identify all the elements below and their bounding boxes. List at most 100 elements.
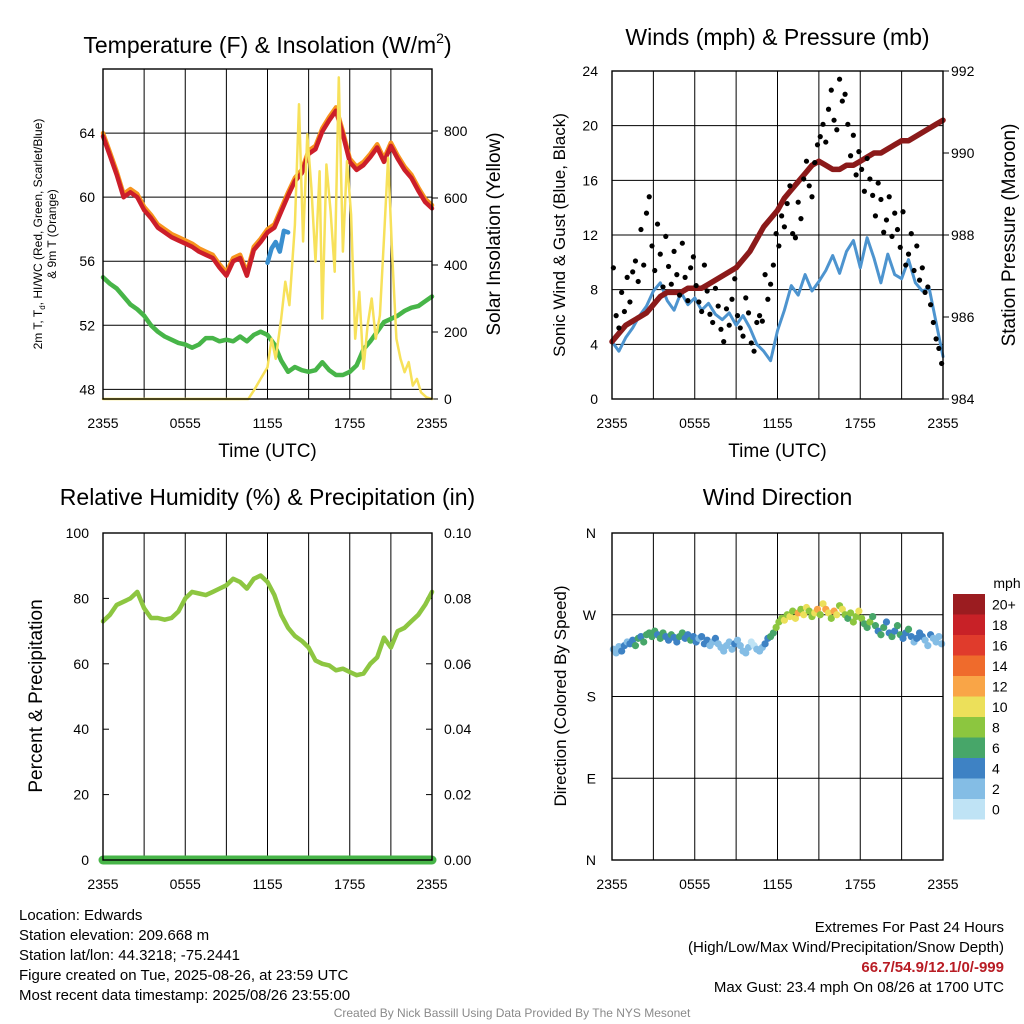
gust-point [859,166,865,172]
y-tick-label-right: 0.02 [444,787,471,803]
legend-label: 18 [992,617,1008,633]
series-line [609,117,946,345]
direction-point [786,612,794,621]
y-tick-label-left: 4 [590,336,598,352]
x-tick-label: 2355 [416,415,447,431]
gust-point [795,199,801,205]
gust-point [801,176,807,182]
gust-point [624,274,630,280]
gust-point [930,319,936,326]
gust-point [723,306,730,312]
legend-label: 4 [992,760,1000,776]
y-tick-label-right: 984 [951,391,975,407]
extremes-subtitle: (High/Low/Max Wind/Precipitation/Snow De… [688,939,1004,956]
y-tick-label-left: 100 [66,525,90,541]
gust-point [897,244,903,250]
direction-point [938,640,946,648]
chart-title: Wind Direction [703,484,853,510]
gust-point [850,132,856,138]
gust-point [936,345,942,352]
plot-border [102,532,433,861]
gust-point [831,117,837,123]
legend-swatch [953,635,985,656]
gust-point [756,313,763,319]
gust-point [779,213,785,219]
series-line [610,236,945,363]
gust-point [748,340,754,346]
gust-point [806,183,812,189]
x-axis-label: Time (UTC) [728,441,827,462]
y-tick-label-right: 990 [951,145,975,161]
direction-point [684,631,692,639]
gust-point [737,325,743,331]
direction-point [725,638,733,646]
direction-point [838,605,846,613]
gust-point [765,296,771,302]
direction-point [797,605,805,613]
gust-point [787,183,793,189]
gust-point [845,121,851,127]
y-tick-label-left: W [583,607,597,623]
gust-point [682,274,688,280]
info-latlon: Station lat/lon: 44.3218; -75.2441 [19,947,241,964]
gust-point [621,308,628,315]
x-tick-label: 0555 [170,415,201,431]
gust-point [905,251,912,257]
gust-point [922,289,928,295]
direction-point [736,642,744,650]
x-tick-label: 1755 [334,876,365,892]
direction-point [833,611,841,619]
gust-point [889,233,895,239]
gust-point [883,217,890,223]
y-axis-label-left: Direction (Colored By Speed) [551,585,570,806]
y-tick-label-right: 800 [444,123,468,139]
gust-point [820,121,826,127]
direction-point [852,612,860,621]
direction-point [618,647,626,655]
gust-point [916,277,923,283]
legend-swatch [953,655,985,676]
gust-point [630,269,636,275]
x-tick-label: 1155 [762,415,792,431]
title-superscript: 2 [436,30,444,46]
legend-label: 2 [992,781,1000,797]
direction-point [791,614,800,622]
info-recent: Most recent data timestamp: 2025/08/26 2… [19,987,351,1004]
gust-point [770,262,776,268]
y-tick-label-left: 40 [73,721,89,737]
x-tick-label: 2355 [927,876,958,892]
direction-point [640,638,648,646]
gust-point [927,302,934,308]
gust-point [861,188,867,194]
y-tick-label-left: 24 [582,63,598,79]
humidity-chart: 0 20 40 60 80 100 0.00 0.02 0.04 0.06 0.08 0.10 2355… [26,484,475,892]
y-tick-label-right: 992 [951,63,975,79]
direction-point [844,614,852,622]
plot-border [611,532,944,861]
y-tick-label-left: N [586,852,596,868]
gust-point [814,142,821,148]
x-axis-label: Time (UTC) [218,441,317,462]
legend-swatch [953,717,985,738]
gust-point [641,262,647,268]
gust-point [911,267,917,274]
direction-point [637,632,645,641]
direction-point [855,607,863,615]
gust-point [693,282,699,289]
legend-swatch [953,614,985,635]
y-tick-label-right: 986 [951,309,975,325]
legend-label: 0 [992,801,1000,817]
y-tick-label-left: 52 [79,317,95,333]
legend-swatch [953,737,985,758]
gust-point [643,210,650,216]
y-tick-label-right: 600 [444,190,468,206]
gust-point [685,298,691,304]
direction-point [728,645,736,653]
chart-title: Winds (mph) & Pressure (mb) [625,24,929,50]
x-tick-label: 2355 [87,876,118,892]
gust-point [894,226,901,233]
gust-point [657,251,663,257]
x-tick-label: 1755 [845,415,876,431]
gust-point [828,87,834,93]
